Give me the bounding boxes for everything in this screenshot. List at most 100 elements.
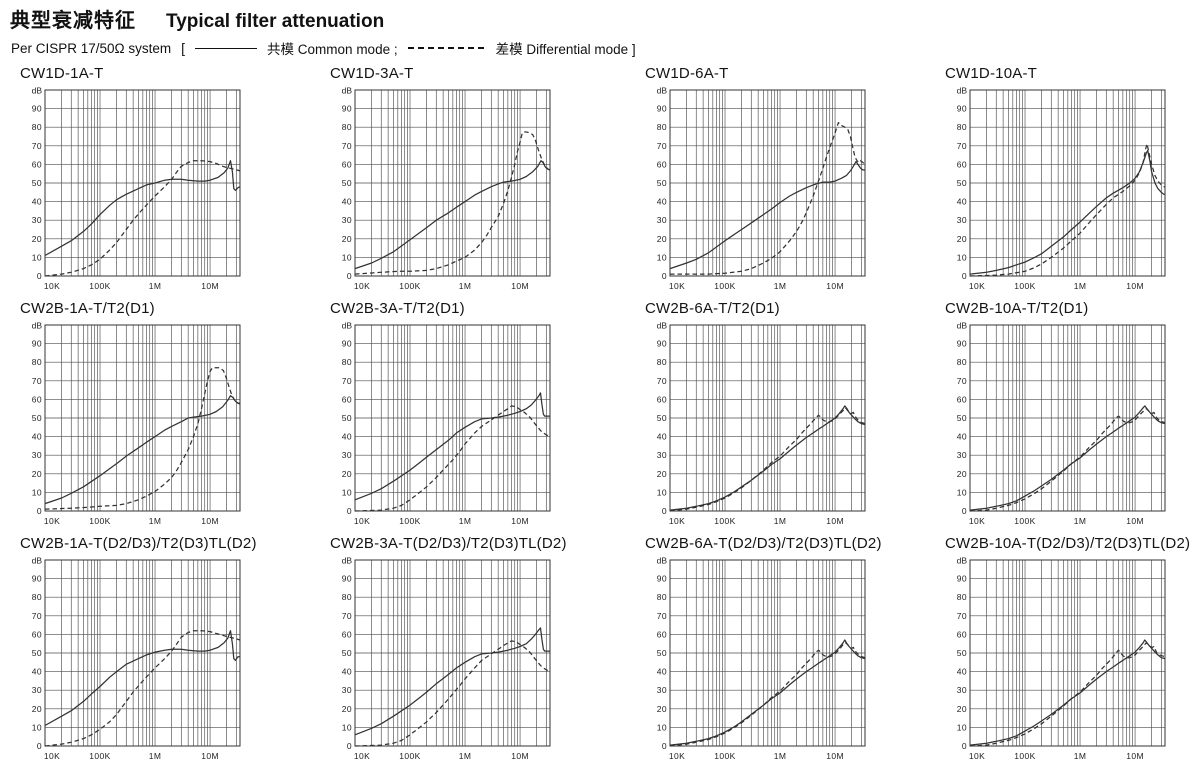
attenuation-plot: 0 10 20 30 40 50 60 70 80 90 dB 10K 100K 1M 10M (957, 556, 1166, 761)
attenuation-plot: 0 10 20 30 40 50 60 70 80 90 dB 10K 100K 1M 10M (657, 86, 866, 291)
differential-mode-curve (44, 160, 241, 277)
svg-text:20: 20 (342, 234, 352, 244)
attenuation-plot: 0 10 20 30 40 50 60 70 80 90 dB 10K 100K 1M 10M (342, 321, 551, 526)
svg-text:10M: 10M (511, 281, 529, 291)
svg-text:dB: dB (957, 321, 968, 331)
svg-text:1M: 1M (774, 281, 787, 291)
svg-text:100K: 100K (89, 281, 110, 291)
svg-text:0: 0 (347, 271, 352, 281)
svg-text:90: 90 (32, 574, 42, 584)
attenuation-plot: 0 10 20 30 40 50 60 70 80 90 dB 10K 100K 1M 10M (342, 556, 551, 761)
svg-text:100K: 100K (714, 516, 735, 526)
svg-text:10: 10 (657, 252, 667, 262)
legend-differential-mode-label: 差模 Differential mode ] (495, 42, 636, 57)
svg-text:1M: 1M (774, 516, 787, 526)
common-mode-curve (669, 160, 865, 270)
common-mode-curve (669, 639, 866, 746)
common-mode-curve (44, 160, 241, 257)
svg-text:70: 70 (32, 611, 42, 621)
svg-text:20: 20 (342, 704, 352, 714)
svg-text:0: 0 (37, 271, 42, 281)
svg-text:20: 20 (957, 704, 967, 714)
svg-text:100K: 100K (89, 516, 110, 526)
svg-text:70: 70 (342, 141, 352, 151)
chart-title: CW1D-1A-T (20, 65, 104, 82)
svg-text:80: 80 (657, 592, 667, 602)
common-mode-curve (969, 149, 1165, 275)
svg-text:20: 20 (32, 704, 42, 714)
svg-text:50: 50 (657, 413, 667, 423)
svg-text:40: 40 (657, 432, 667, 442)
attenuation-plot: 0 10 20 30 40 50 60 70 80 90 dB 10K 100K 1M 10M (957, 86, 1166, 291)
svg-text:10K: 10K (969, 281, 985, 291)
svg-text:20: 20 (657, 469, 667, 479)
svg-text:10: 10 (657, 722, 667, 732)
chart-title: CW2B-6A-T/T2(D1) (645, 300, 780, 317)
svg-text:60: 60 (657, 629, 667, 639)
chart-cell-cw1d-6a-t: CW1D-6A-T 0 10 20 30 40 50 60 70 80 90 dB 10K 100K 1M 1… (643, 64, 945, 297)
svg-text:90: 90 (657, 339, 667, 349)
svg-text:10: 10 (957, 722, 967, 732)
svg-text:80: 80 (342, 357, 352, 367)
differential-mode-curve (354, 640, 551, 747)
svg-text:20: 20 (657, 704, 667, 714)
svg-text:90: 90 (957, 574, 967, 584)
svg-text:40: 40 (657, 197, 667, 207)
svg-text:10M: 10M (826, 516, 844, 526)
chart-cell-cw2b-3a-t-t2d1: CW2B-3A-T/T2(D1) 0 10 20 30 40 50 60 70 80 90 dB 10K… (328, 299, 630, 532)
svg-text:80: 80 (32, 122, 42, 132)
svg-text:10M: 10M (511, 516, 529, 526)
svg-text:dB: dB (957, 556, 968, 566)
svg-text:dB: dB (657, 86, 668, 96)
svg-text:dB: dB (342, 321, 353, 331)
attenuation-plot: 0 10 20 30 40 50 60 70 80 90 dB 10K 100K 1M 10M (32, 86, 241, 291)
differential-mode-curve (44, 630, 241, 747)
svg-text:100K: 100K (1014, 751, 1035, 761)
svg-text:50: 50 (957, 648, 967, 658)
svg-text:70: 70 (342, 376, 352, 386)
svg-text:70: 70 (957, 611, 967, 621)
svg-text:100K: 100K (399, 281, 420, 291)
svg-text:10K: 10K (669, 281, 685, 291)
svg-text:100K: 100K (714, 751, 735, 761)
svg-text:70: 70 (657, 141, 667, 151)
legend-system-label: Per CISPR 17/50Ω system (11, 40, 172, 56)
svg-text:dB: dB (32, 556, 43, 566)
svg-text:30: 30 (957, 450, 967, 460)
svg-text:1M: 1M (774, 751, 787, 761)
svg-text:50: 50 (32, 648, 42, 658)
svg-text:0: 0 (962, 506, 967, 516)
svg-text:60: 60 (657, 159, 667, 169)
chart-title: CW1D-6A-T (645, 65, 729, 82)
common-mode-curve (354, 392, 550, 501)
legend-common-mode-label: 共模 Common mode ; (267, 42, 398, 57)
differential-mode-curve (969, 143, 1165, 277)
svg-text:0: 0 (37, 506, 42, 516)
svg-text:10M: 10M (1126, 751, 1144, 761)
svg-text:40: 40 (957, 197, 967, 207)
svg-text:30: 30 (32, 215, 42, 225)
svg-text:60: 60 (32, 394, 42, 404)
svg-text:40: 40 (657, 667, 667, 677)
svg-text:20: 20 (957, 234, 967, 244)
page-title-chinese: 典型衰减特征 (10, 10, 136, 32)
svg-text:80: 80 (32, 357, 42, 367)
svg-text:dB: dB (657, 556, 668, 566)
attenuation-plot: 0 10 20 30 40 50 60 70 80 90 dB 10K 100K 1M 10M (32, 556, 241, 761)
chart-title: CW2B-6A-T(D2/D3)/T2(D3)TL(D2) (645, 535, 882, 552)
differential-mode-curve (354, 131, 551, 275)
svg-text:80: 80 (657, 122, 667, 132)
svg-text:80: 80 (957, 357, 967, 367)
svg-text:60: 60 (32, 629, 42, 639)
svg-text:1M: 1M (149, 281, 162, 291)
svg-text:1M: 1M (459, 281, 472, 291)
svg-text:1M: 1M (459, 516, 472, 526)
common-mode-curve (354, 627, 550, 736)
svg-text:10: 10 (32, 487, 42, 497)
svg-text:90: 90 (957, 104, 967, 114)
svg-text:80: 80 (657, 357, 667, 367)
svg-text:1M: 1M (149, 516, 162, 526)
svg-text:40: 40 (32, 197, 42, 207)
svg-text:0: 0 (962, 741, 967, 751)
